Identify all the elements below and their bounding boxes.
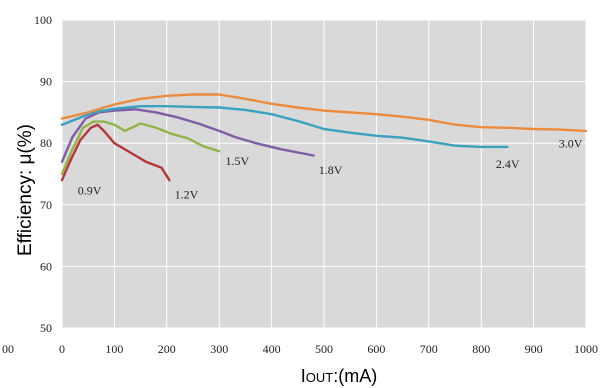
series-label-2.4V: 2.4V (496, 157, 520, 171)
grid-lines (61, 19, 587, 329)
x-tick-200: 200 (158, 342, 176, 356)
x-tick-600: 600 (367, 342, 385, 356)
series-annotations: 0.9V 1.2V 1.5V 1.8V 2.4V 3.0V (78, 137, 583, 202)
series-label-1.5V: 1.5V (225, 154, 249, 168)
series-line-2.4V (60, 93, 588, 133)
x-tick-300: 300 (210, 342, 228, 356)
x-tick-800: 800 (472, 342, 490, 356)
y-tick-80: 80 (40, 136, 52, 150)
series-label-0.9V: 0.9V (78, 183, 102, 197)
x-tick-1000: 1000 (574, 342, 598, 356)
x-tick-labels: 0 100 200 300 400 500 600 700 800 900 1000 (59, 342, 598, 356)
y-axis-label: Efficiency: μ(%) (15, 124, 36, 256)
series-lines (60, 93, 588, 182)
series-line-0.9V (60, 123, 171, 182)
y-tick-90: 90 (40, 75, 52, 89)
x-tick-400: 400 (263, 342, 281, 356)
series-line-1.8V (60, 104, 509, 149)
y-tick-70: 70 (40, 198, 52, 212)
series-label-3.0V: 3.0V (559, 137, 583, 151)
series-line-1.2V (60, 120, 221, 176)
x-axis-label-sub: OUT (306, 370, 334, 385)
y-tick-50: 50 (40, 321, 52, 335)
y-tick-labels: 50 60 70 80 90 100 (34, 13, 52, 335)
x-tick-100: 100 (105, 342, 123, 356)
series-label-1.8V: 1.8V (319, 163, 343, 177)
y-tick-60: 60 (40, 259, 52, 273)
stray-tick-label: 00 (2, 342, 14, 356)
x-axis-label-main: I (301, 366, 306, 386)
x-axis-label: IOUT:(mA) (301, 366, 377, 386)
series-line-1.5V (60, 108, 315, 163)
series-label-1.2V: 1.2V (175, 188, 199, 202)
x-tick-0: 0 (59, 342, 65, 356)
x-axis-label-rest: :(mA) (333, 366, 377, 386)
x-tick-500: 500 (315, 342, 333, 356)
x-tick-900: 900 (525, 342, 543, 356)
y-tick-100: 100 (34, 13, 52, 27)
x-tick-700: 700 (420, 342, 438, 356)
